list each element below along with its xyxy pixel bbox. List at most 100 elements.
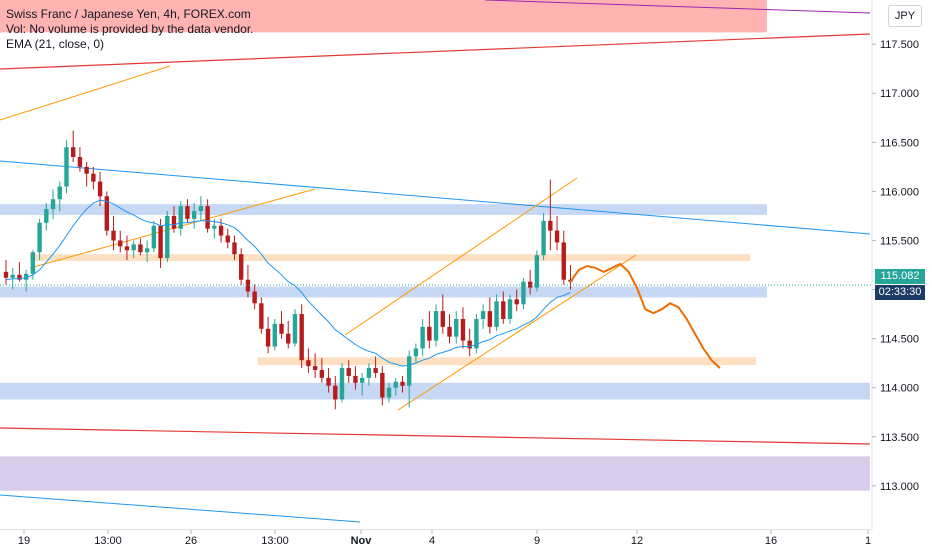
candle-body — [514, 299, 519, 305]
x-axis-ticks: 19 13:00 26 13:00 Nov 4 9 12 16 1 — [18, 530, 871, 547]
x-tick-label: 1 — [865, 535, 871, 547]
candle-body — [144, 248, 150, 253]
candle — [353, 366, 358, 390]
candle — [454, 311, 459, 344]
candle-body — [265, 328, 271, 347]
candle-body — [37, 222, 42, 253]
candles-layer — [3, 130, 573, 410]
candle-body — [427, 326, 432, 341]
candle-body — [527, 281, 533, 288]
y-tick-label: 117.500 — [880, 39, 919, 51]
ema-indicator-label[interactable]: EMA (21, close, 0) — [6, 37, 105, 51]
candle-body — [10, 274, 15, 278]
candle — [427, 311, 432, 349]
candle — [433, 304, 439, 347]
candle — [292, 309, 298, 347]
candle-body — [433, 311, 439, 341]
candle-body — [292, 314, 298, 344]
currency-button[interactable]: JPY — [888, 5, 922, 27]
candle — [380, 366, 385, 406]
candle — [64, 140, 69, 194]
candle-body — [373, 368, 378, 373]
candle-body — [252, 291, 257, 304]
candle — [225, 228, 230, 249]
orange-channel-c — [344, 177, 578, 336]
candle-body — [138, 244, 143, 253]
y-tick-label: 116.500 — [880, 137, 919, 149]
y-tick-label: 113.000 — [880, 481, 919, 493]
candle-body — [124, 246, 130, 251]
candle-body — [299, 314, 304, 361]
bar-countdown-tag: 02:33:30 — [875, 285, 925, 300]
candle-body — [501, 301, 506, 319]
candle-body — [326, 377, 331, 386]
candle-body — [353, 375, 358, 383]
candle — [111, 215, 116, 251]
candle-body — [218, 225, 224, 236]
candle-body — [272, 323, 277, 347]
candle — [232, 235, 237, 261]
candle — [400, 375, 405, 393]
candle-body — [104, 196, 109, 231]
candle — [373, 356, 378, 378]
candle — [474, 314, 479, 354]
candle — [501, 291, 506, 324]
symbol-title[interactable]: Swiss Franc / Japanese Yen, 4h, FOREX.co… — [6, 7, 251, 21]
candle-body — [487, 311, 493, 327]
candle — [259, 297, 264, 334]
zones-layer — [0, 0, 870, 491]
candle-body — [212, 225, 217, 229]
candle-body — [346, 368, 351, 376]
candle — [319, 358, 325, 383]
candle — [299, 304, 304, 369]
candle — [339, 363, 345, 403]
candle — [131, 240, 136, 259]
candle-body — [198, 206, 204, 212]
candle — [467, 328, 472, 357]
candle-body — [151, 225, 157, 249]
candle — [326, 368, 331, 393]
candle-body — [111, 230, 116, 241]
y-tick-label: 117.000 — [880, 88, 919, 100]
candle-body — [3, 271, 9, 278]
candle — [71, 130, 76, 162]
chart-legend: Swiss Franc / Japanese Yen, 4h, FOREX.co… — [6, 7, 253, 52]
candle-body — [57, 186, 62, 200]
candle-body — [158, 225, 163, 259]
candle-body — [339, 368, 345, 400]
candle — [440, 294, 445, 334]
purple-line — [484, 0, 871, 14]
candle-body — [64, 147, 69, 187]
candle — [447, 314, 452, 344]
candle — [386, 382, 392, 403]
candle — [561, 230, 566, 285]
candle-body — [548, 220, 553, 231]
candle — [494, 294, 499, 331]
candle — [521, 277, 526, 310]
x-tick-label: 9 — [534, 535, 540, 547]
candle-body — [407, 356, 412, 386]
y-tick-label: 115.500 — [880, 235, 919, 247]
blue-zone — [0, 204, 767, 215]
candle — [306, 348, 311, 373]
candle-body — [413, 348, 419, 357]
blue-trendline-lower — [0, 494, 361, 523]
candle — [286, 320, 291, 349]
purple-zone — [0, 456, 870, 491]
candle-body — [521, 281, 526, 305]
candle-body — [77, 157, 83, 167]
candle — [104, 191, 109, 236]
candle-body — [178, 206, 183, 229]
candle-body — [319, 370, 325, 378]
candle — [407, 350, 412, 408]
candle — [534, 250, 540, 292]
candle-body — [467, 340, 472, 349]
candle — [37, 218, 42, 261]
candle — [205, 199, 210, 233]
candle-body — [97, 181, 103, 197]
candle — [178, 201, 183, 236]
candle — [333, 375, 338, 410]
candle-body — [118, 240, 123, 247]
candle-body — [366, 368, 372, 378]
